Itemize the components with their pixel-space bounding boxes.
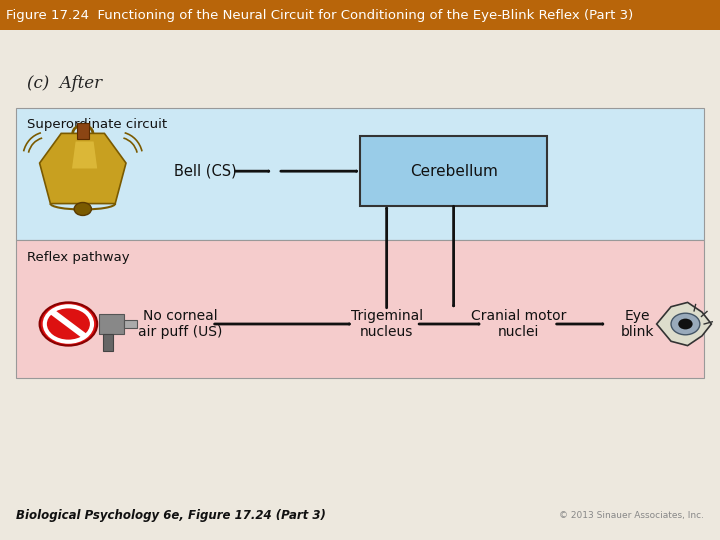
Text: Biological Psychology 6e, Figure 17.24 (Part 3): Biological Psychology 6e, Figure 17.24 (…	[16, 509, 325, 522]
Polygon shape	[40, 133, 126, 204]
Text: Cerebellum: Cerebellum	[410, 164, 498, 179]
Text: Superordinate circuit: Superordinate circuit	[27, 118, 168, 131]
Circle shape	[678, 319, 693, 329]
Bar	[103, 334, 113, 351]
Circle shape	[671, 313, 700, 335]
Text: Bell (CS): Bell (CS)	[174, 164, 237, 179]
Text: (c)  After: (c) After	[27, 75, 102, 92]
Polygon shape	[72, 141, 97, 168]
FancyArrow shape	[48, 309, 89, 339]
Text: © 2013 Sinauer Associates, Inc.: © 2013 Sinauer Associates, Inc.	[559, 511, 704, 520]
Circle shape	[40, 302, 97, 346]
Bar	[99, 314, 124, 334]
Polygon shape	[657, 302, 711, 346]
Bar	[77, 123, 89, 139]
Bar	[0, 0, 720, 30]
Text: No corneal
air puff (US): No corneal air puff (US)	[138, 309, 222, 339]
Bar	[124, 320, 137, 328]
Bar	[16, 108, 704, 240]
Text: Trigeminal
nucleus: Trigeminal nucleus	[351, 309, 423, 339]
Bar	[16, 240, 704, 378]
Circle shape	[74, 202, 91, 215]
Bar	[360, 136, 547, 206]
Text: Eye
blink: Eye blink	[621, 309, 654, 339]
Text: Figure 17.24  Functioning of the Neural Circuit for Conditioning of the Eye-Blin: Figure 17.24 Functioning of the Neural C…	[6, 9, 633, 22]
Text: Reflex pathway: Reflex pathway	[27, 251, 130, 264]
Text: Cranial motor
nuclei: Cranial motor nuclei	[471, 309, 566, 339]
